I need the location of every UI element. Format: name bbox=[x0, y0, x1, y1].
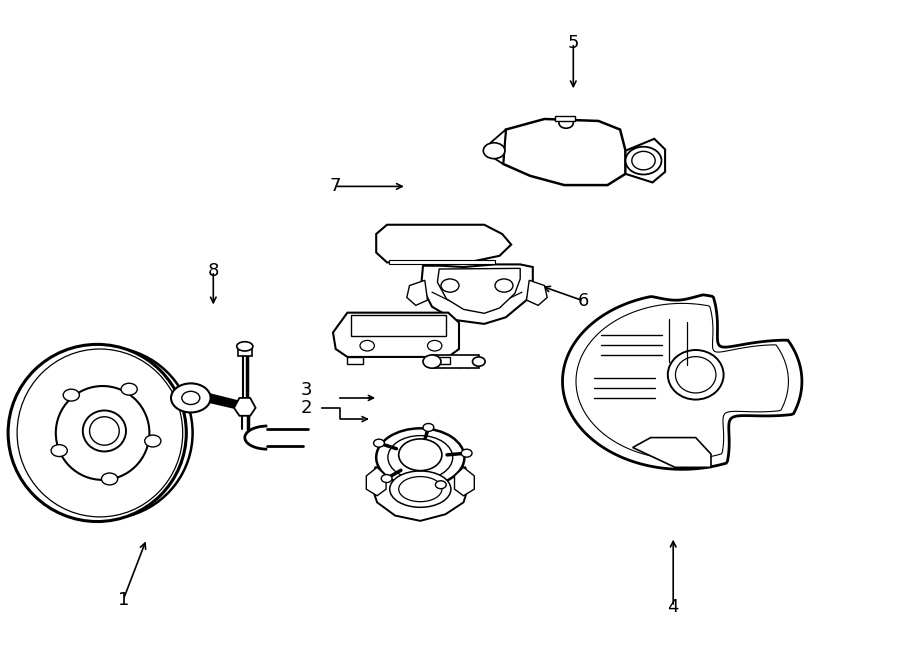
Polygon shape bbox=[633, 438, 711, 467]
Circle shape bbox=[461, 449, 472, 457]
Circle shape bbox=[441, 279, 459, 292]
Polygon shape bbox=[562, 295, 802, 469]
Circle shape bbox=[182, 391, 200, 405]
Ellipse shape bbox=[472, 357, 485, 366]
Circle shape bbox=[399, 439, 442, 471]
Text: 7: 7 bbox=[329, 177, 340, 196]
Circle shape bbox=[63, 389, 79, 401]
Polygon shape bbox=[437, 268, 520, 313]
Circle shape bbox=[360, 340, 374, 351]
Circle shape bbox=[171, 383, 211, 412]
Polygon shape bbox=[234, 398, 256, 416]
Circle shape bbox=[382, 475, 392, 483]
Circle shape bbox=[423, 424, 434, 432]
Polygon shape bbox=[376, 225, 511, 262]
Polygon shape bbox=[555, 116, 575, 121]
Circle shape bbox=[495, 279, 513, 292]
Circle shape bbox=[121, 383, 137, 395]
Polygon shape bbox=[389, 260, 495, 264]
Polygon shape bbox=[503, 119, 625, 185]
Polygon shape bbox=[347, 357, 363, 364]
Polygon shape bbox=[626, 139, 665, 182]
Ellipse shape bbox=[237, 342, 253, 351]
Ellipse shape bbox=[89, 416, 119, 446]
Ellipse shape bbox=[675, 356, 716, 393]
Ellipse shape bbox=[376, 428, 464, 486]
Text: 3: 3 bbox=[301, 381, 311, 399]
Text: 8: 8 bbox=[208, 262, 219, 280]
Polygon shape bbox=[526, 280, 547, 305]
Polygon shape bbox=[333, 313, 459, 357]
Ellipse shape bbox=[632, 151, 655, 170]
Polygon shape bbox=[238, 346, 252, 356]
Ellipse shape bbox=[390, 471, 451, 508]
Text: 1: 1 bbox=[118, 590, 129, 609]
Polygon shape bbox=[366, 467, 386, 496]
Polygon shape bbox=[435, 357, 450, 364]
Polygon shape bbox=[491, 130, 506, 164]
Ellipse shape bbox=[83, 410, 126, 451]
Circle shape bbox=[374, 439, 384, 447]
Circle shape bbox=[102, 473, 118, 485]
Ellipse shape bbox=[423, 355, 441, 368]
Ellipse shape bbox=[399, 477, 442, 502]
Ellipse shape bbox=[56, 386, 149, 480]
Text: 4: 4 bbox=[668, 598, 679, 616]
Text: 5: 5 bbox=[568, 34, 579, 52]
Polygon shape bbox=[371, 467, 470, 521]
Circle shape bbox=[483, 143, 505, 159]
Polygon shape bbox=[421, 264, 533, 324]
Circle shape bbox=[428, 340, 442, 351]
Text: 2: 2 bbox=[301, 399, 311, 417]
Polygon shape bbox=[454, 467, 474, 496]
Text: 6: 6 bbox=[578, 292, 589, 310]
Ellipse shape bbox=[388, 436, 453, 479]
Circle shape bbox=[436, 481, 446, 488]
Ellipse shape bbox=[8, 344, 186, 522]
Polygon shape bbox=[432, 355, 479, 368]
Circle shape bbox=[145, 435, 161, 447]
Circle shape bbox=[559, 118, 573, 128]
Ellipse shape bbox=[668, 350, 724, 399]
Ellipse shape bbox=[626, 147, 662, 175]
Circle shape bbox=[51, 445, 68, 457]
Polygon shape bbox=[407, 280, 428, 305]
Polygon shape bbox=[351, 315, 446, 336]
